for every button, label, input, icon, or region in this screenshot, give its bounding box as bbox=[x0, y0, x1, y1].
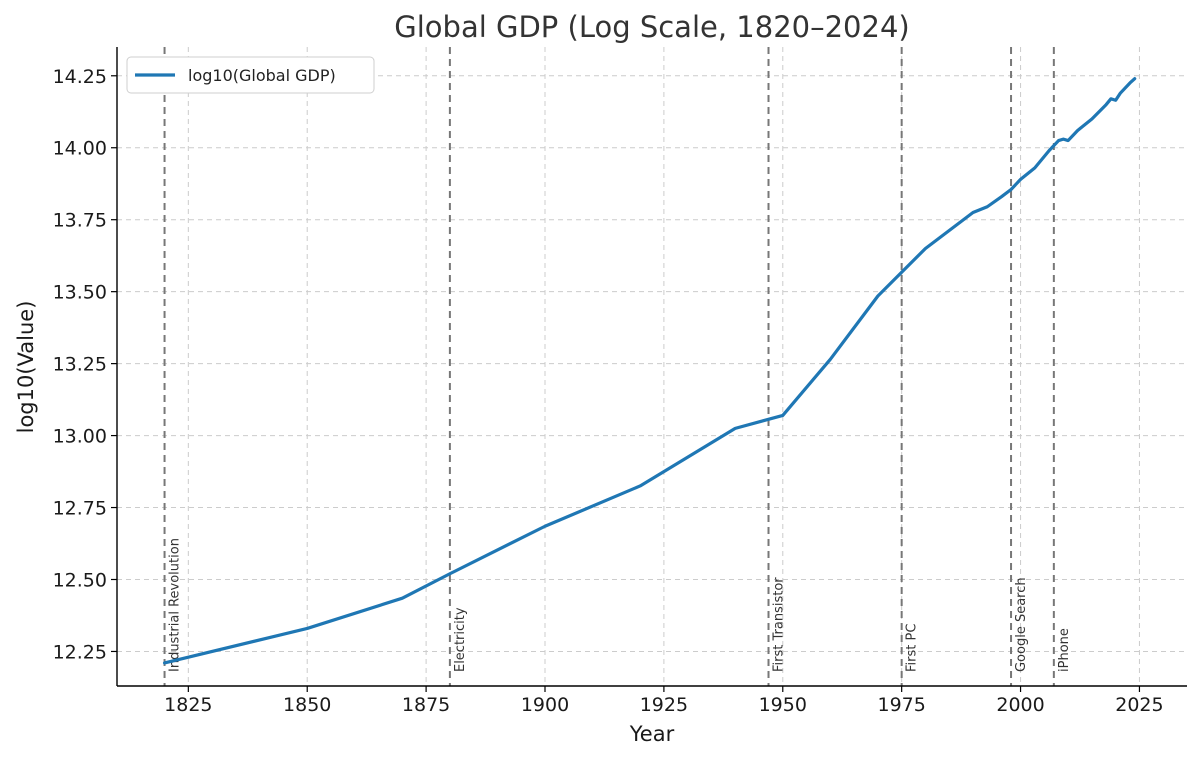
y-tick-label: 14.25 bbox=[53, 66, 107, 88]
y-tick-label: 12.50 bbox=[53, 570, 107, 592]
series-line bbox=[162, 77, 1137, 665]
chart-title: Global GDP (Log Scale, 1820–2024) bbox=[394, 10, 909, 44]
y-axis-title: log10(Value) bbox=[14, 301, 38, 434]
event-annotations: Industrial Revolution Electricity First Tr… bbox=[163, 47, 1072, 686]
x-tick-label: 1925 bbox=[640, 694, 688, 716]
series-layer bbox=[162, 77, 1137, 665]
x-tick-label: 1975 bbox=[877, 694, 925, 716]
x-tick-label: 1900 bbox=[521, 694, 569, 716]
legend: log10(Global GDP) bbox=[126, 56, 375, 94]
x-tick-label: 1875 bbox=[402, 694, 450, 716]
y-tick-label: 12.25 bbox=[53, 641, 107, 663]
event-label: Electricity bbox=[453, 607, 468, 672]
y-tick-label: 12.75 bbox=[53, 498, 107, 520]
legend-label: log10(Global GDP) bbox=[188, 66, 336, 85]
event-label: First PC bbox=[905, 624, 920, 672]
x-tick-label: 1850 bbox=[283, 694, 331, 716]
y-tick-label: 13.00 bbox=[53, 426, 107, 448]
legend-box bbox=[126, 56, 375, 94]
y-tick-label: 13.25 bbox=[53, 354, 107, 376]
y-tick-label: 14.00 bbox=[53, 138, 107, 160]
event-label: First Transistor bbox=[772, 577, 787, 672]
event-label: Google Search bbox=[1014, 577, 1029, 672]
axes: 1825 1850 1875 1900 1925 1950 1975 2000 2025 12.2… bbox=[53, 47, 1187, 716]
x-axis-title: Year bbox=[629, 722, 675, 746]
y-tick-label: 13.50 bbox=[53, 282, 107, 304]
event-label: iPhone bbox=[1057, 628, 1072, 672]
x-tick-label: 1825 bbox=[164, 694, 212, 716]
event-label: Industrial Revolution bbox=[168, 538, 183, 672]
x-tick-label: 2025 bbox=[1115, 694, 1163, 716]
x-tick-label: 1950 bbox=[759, 694, 807, 716]
x-tick-label: 2000 bbox=[996, 694, 1044, 716]
y-tick-label: 13.75 bbox=[53, 210, 107, 232]
